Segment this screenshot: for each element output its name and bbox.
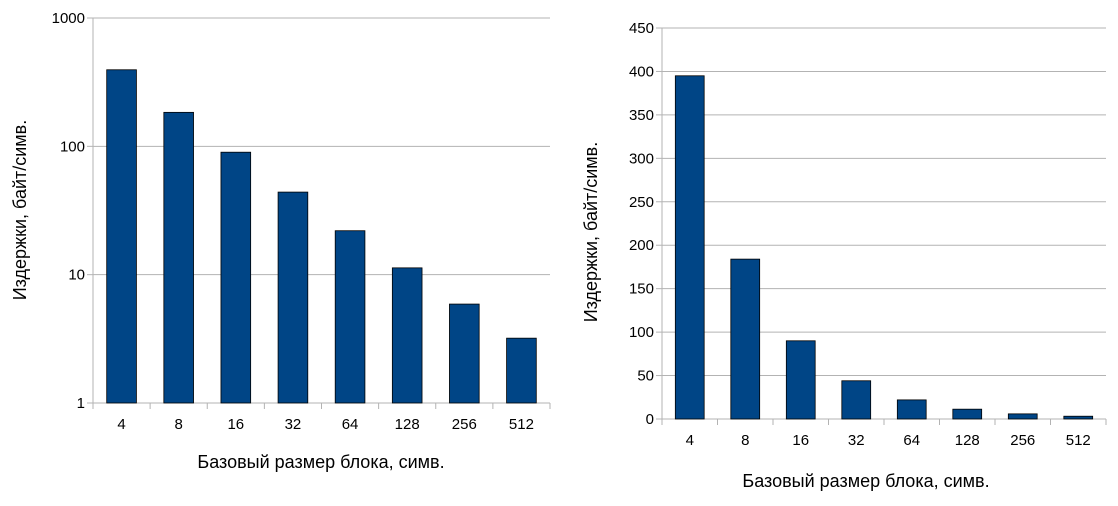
left-x-tick-label: 64 — [342, 416, 359, 433]
right-bars — [674, 75, 1094, 420]
right-y-tick-label: 200 — [629, 237, 654, 254]
left-bars — [106, 69, 537, 404]
left-bar-512 — [506, 337, 537, 404]
left-x-axis-title: Базовый размер блока, симв. — [197, 452, 444, 472]
left-x-tick-label: 16 — [227, 416, 244, 433]
right-y-tick-label: 0 — [646, 411, 654, 428]
left-y-tick-label: 1 — [77, 395, 85, 412]
left-y-tick-label: 10 — [68, 267, 85, 284]
left-x-tick-label: 32 — [285, 416, 302, 433]
right-bar-8 — [730, 258, 761, 420]
left-bar-32 — [277, 191, 309, 404]
right-x-tick-label: 16 — [792, 432, 809, 449]
right-y-tick-label: 250 — [629, 194, 654, 211]
right-x-tick-label: 512 — [1066, 432, 1091, 449]
right-x-tick-label: 128 — [955, 432, 980, 449]
right-y-tick-label: 100 — [629, 324, 654, 341]
left-bar-256 — [449, 303, 480, 404]
right-y-tick-label: 150 — [629, 281, 654, 298]
left-chart-log-scale: 1 10 100 1000 4 8 16 32 64 128 256 512 Базовый раз… — [10, 10, 551, 472]
right-y-tick-label: 50 — [637, 368, 654, 385]
left-bar-64 — [334, 230, 366, 404]
right-bar-16 — [785, 340, 816, 420]
left-y-tick-label: 1000 — [52, 10, 85, 27]
right-bar-256 — [1007, 413, 1038, 420]
left-x-tick-label: 512 — [509, 416, 534, 433]
right-y-tick-label: 450 — [629, 20, 654, 37]
left-bar-8 — [163, 111, 194, 404]
right-x-tick-label: 64 — [903, 432, 920, 449]
left-bar-16 — [220, 151, 252, 404]
right-bar-64 — [896, 399, 927, 420]
left-y-axis-title: Издержки, байт/симв. — [10, 120, 30, 301]
right-x-axis-title: Базовый размер блока, симв. — [742, 471, 989, 491]
right-chart-linear-scale: 0 50 100 150 200 250 300 350 400 450 4 8 16 32 64 128 2… — [581, 20, 1107, 491]
right-bar-4 — [674, 75, 705, 420]
right-gridlines — [656, 27, 1107, 425]
left-y-tick-label: 100 — [60, 138, 85, 155]
left-bar-128 — [391, 267, 423, 404]
left-x-tick-label: 128 — [395, 416, 420, 433]
left-gridlines — [87, 17, 551, 409]
right-x-tick-labels: 4 8 16 32 64 128 256 512 — [686, 432, 1091, 449]
right-y-tick-labels: 0 50 100 150 200 250 300 350 400 450 — [629, 20, 654, 428]
right-y-tick-label: 300 — [629, 150, 654, 167]
right-y-tick-label: 350 — [629, 107, 654, 124]
right-y-axis-title: Издержки, байт/симв. — [581, 142, 601, 323]
right-x-tick-label: 32 — [848, 432, 865, 449]
left-x-tick-labels: 4 8 16 32 64 128 256 512 — [117, 416, 534, 433]
left-y-tick-labels: 1 10 100 1000 — [52, 10, 85, 412]
left-x-tick-label: 256 — [452, 416, 477, 433]
right-x-tick-label: 4 — [686, 432, 694, 449]
right-y-tick-label: 400 — [629, 63, 654, 80]
left-bar-4 — [106, 69, 137, 404]
right-bar-32 — [841, 380, 872, 420]
right-bar-128 — [952, 408, 983, 420]
left-x-tick-label: 8 — [175, 416, 183, 433]
right-x-tick-label: 256 — [1010, 432, 1035, 449]
left-x-tick-label: 4 — [117, 416, 125, 433]
right-bar-512 — [1063, 415, 1094, 420]
right-x-tick-label: 8 — [741, 432, 749, 449]
